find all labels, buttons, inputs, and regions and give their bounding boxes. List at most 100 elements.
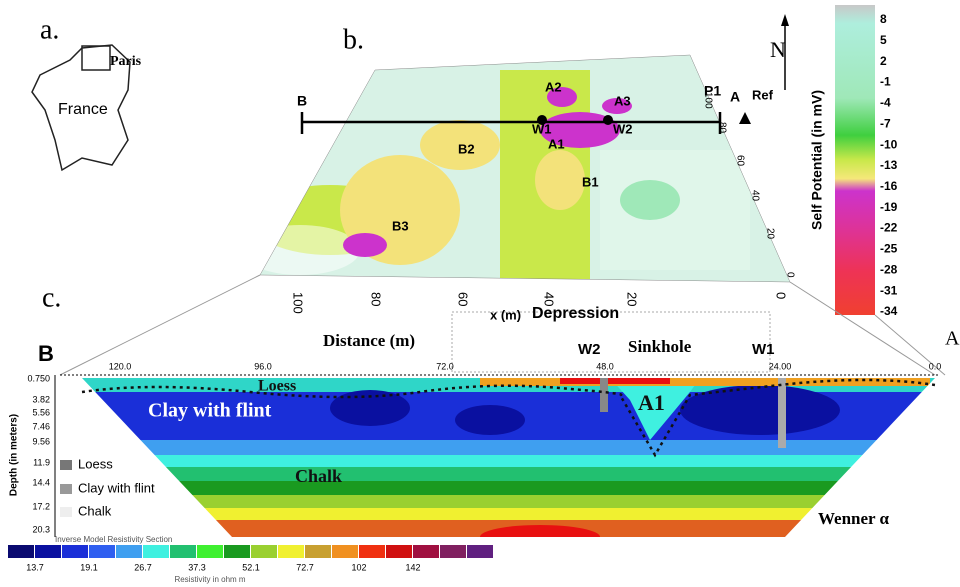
resistivity-swatch: [386, 545, 412, 558]
y-tick-label: 0: [784, 272, 795, 278]
annotation: Sinkhole: [628, 337, 692, 356]
anomaly-label: A1: [548, 136, 565, 151]
resistivity-swatch: [332, 545, 358, 558]
axis-label: x (m): [490, 307, 521, 322]
resistivity-swatch: [305, 545, 331, 558]
section-end-label: A: [945, 328, 960, 350]
resistivity-swatch: [35, 545, 61, 558]
resistivity-tick-label: 26.7: [134, 562, 152, 572]
anomaly-label: A3: [614, 93, 631, 108]
colorbar-tick-label: -1: [880, 75, 891, 89]
axis-label: Depth (in meters): [9, 414, 20, 496]
well-label: W2: [578, 341, 601, 358]
section-title: Inverse Model Resistivity Section: [55, 535, 172, 544]
x-tick-label: 20: [625, 292, 640, 306]
layer-label: Loess: [258, 378, 296, 395]
resistivity-tick-label: 13.7: [26, 562, 44, 572]
anomaly-label: B2: [458, 141, 475, 156]
distance-tick-label: 72.0: [436, 361, 454, 371]
sp-colorbar: [835, 5, 875, 315]
anomaly-label: B1: [582, 174, 599, 189]
depth-tick-label: 3.82: [32, 394, 50, 404]
colorbar-tick-label: -19: [880, 200, 898, 214]
colorbar-tick-label: 5: [880, 33, 887, 47]
resistivity-swatch: [89, 545, 115, 558]
colorbar-tick-label: 8: [880, 12, 887, 26]
colorbar-tick-label: -28: [880, 262, 898, 276]
perspective-line: [59, 274, 261, 376]
colorbar-tick-label: -31: [880, 283, 898, 297]
legend-label: Loess: [78, 456, 113, 471]
panel-label: b.: [343, 24, 364, 55]
y-tick-label: 40: [749, 190, 760, 202]
well: [537, 115, 547, 125]
resistivity-swatch: [62, 545, 88, 558]
distance-tick-label: 24.00: [769, 361, 792, 371]
distance-tick-label: 120.0: [109, 361, 132, 371]
depth-tick-label: 17.2: [32, 501, 50, 511]
anomaly-label: W2: [613, 121, 633, 136]
resistivity-tick-label: 142: [405, 562, 420, 572]
distance-tick-label: 48.0: [596, 361, 614, 371]
legend-swatch: [60, 507, 72, 517]
profile-label: P1: [704, 83, 721, 99]
colorbar-tick-label: -16: [880, 179, 898, 193]
resistivity-swatch: [197, 545, 223, 558]
anomaly-label: W1: [532, 121, 552, 136]
distance-tick-label: 96.0: [254, 361, 272, 371]
depth-tick-label: 11.9: [33, 457, 50, 467]
depth-tick-label: 5.56: [32, 407, 50, 417]
resistivity-tick-label: 72.7: [296, 562, 314, 572]
ref-marker: [739, 112, 751, 124]
resistivity-tick-label: 37.3: [188, 562, 206, 572]
annotation: Depression: [532, 305, 619, 322]
depth-tick-label: 9.56: [32, 436, 50, 446]
sinkhole-box: [451, 311, 771, 373]
panel-label: c.: [42, 282, 61, 313]
colorbar-tick-label: -22: [880, 221, 898, 235]
colorbar-tick-label: 2: [880, 54, 887, 68]
x-tick-label: 100: [291, 292, 306, 314]
france-outline: [31, 44, 131, 172]
anomaly-label: A2: [545, 79, 562, 94]
colorbar-tick-label: -34: [880, 304, 898, 318]
colorbar-tick-label: -4: [880, 96, 891, 110]
interface-line: [81, 378, 936, 458]
legend-swatch: [60, 484, 72, 494]
paris-box: [81, 45, 111, 71]
axis-label: Distance (m): [323, 331, 415, 350]
x-tick-label: 40: [542, 292, 557, 306]
perspective-line: [874, 314, 946, 376]
resistivity-swatch: [440, 545, 466, 558]
perspective-line: [789, 281, 936, 376]
colorbar-title: Self Potential (in mV): [809, 90, 825, 230]
layer-label: Clay with flint: [148, 400, 272, 422]
resistivity-swatch: [278, 545, 304, 558]
x-tick-label: 80: [369, 292, 384, 306]
depth-tick-label: 0.750: [27, 373, 50, 383]
depth-tick-label: 14.4: [32, 477, 50, 487]
map-frame: [259, 54, 791, 283]
city-label: Paris: [110, 54, 142, 69]
well: [603, 115, 613, 125]
depth-tick-label: 7.46: [32, 421, 50, 431]
y-tick-label: 100: [702, 92, 713, 109]
resistivity-section: [82, 378, 935, 537]
annotation: Wenner α: [818, 509, 890, 528]
resistivity-swatch: [224, 545, 250, 558]
legend-swatch: [60, 460, 72, 470]
legend-label: Clay with flint: [78, 480, 155, 495]
legend-label: Chalk: [78, 503, 112, 518]
north-label: N: [770, 37, 786, 62]
anomaly-label: B3: [392, 218, 409, 233]
x-tick-label: 0: [774, 292, 789, 299]
resistivity-swatch: [8, 545, 34, 558]
country-label: France: [58, 101, 108, 118]
y-tick-label: 60: [734, 155, 745, 167]
north-arrow-head: [781, 14, 789, 26]
resistivity-tick-label: 102: [351, 562, 366, 572]
resistivity-swatch: [413, 545, 439, 558]
x-tick-label: 60: [456, 292, 471, 306]
ref-label: Ref: [752, 87, 774, 102]
